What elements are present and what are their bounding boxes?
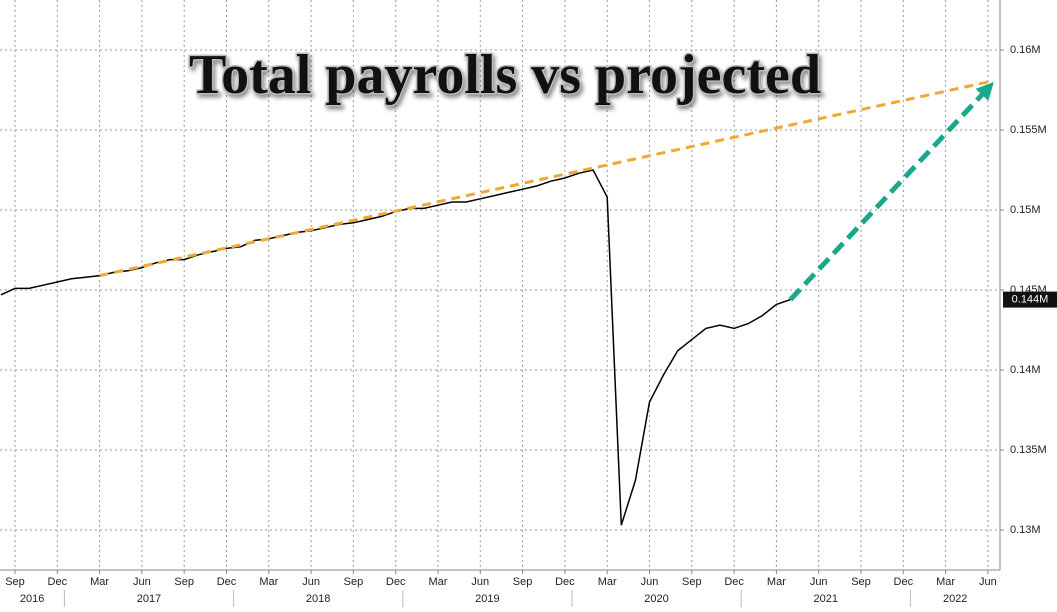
year-label: 2022 <box>943 593 967 605</box>
grid <box>0 0 1000 570</box>
x-tick-label: Dec <box>217 576 237 588</box>
y-tick-label: 0.15M <box>1010 204 1041 216</box>
x-tick-label: Jun <box>302 576 320 588</box>
chart-title: Total payrolls vs projected <box>189 44 821 106</box>
projection-line <box>788 82 994 302</box>
x-tick-label: Mar <box>259 576 278 588</box>
last-value-box <box>1003 291 1057 308</box>
x-tick-label: Mar <box>936 576 955 588</box>
x-tick-label: Jun <box>471 576 489 588</box>
x-tick-label: Mar <box>90 576 109 588</box>
last-value-label: 0.144M <box>1012 294 1049 306</box>
year-label: 2018 <box>306 593 330 605</box>
y-tick-label: 0.13M <box>1010 524 1041 536</box>
x-tick-label: Sep <box>513 576 533 588</box>
x-tick-label: Jun <box>641 576 659 588</box>
year-label: 2019 <box>475 593 499 605</box>
year-label: 2021 <box>814 593 838 605</box>
plot <box>0 80 994 526</box>
x-tick-label: Sep <box>851 576 871 588</box>
x-tick-label: Dec <box>48 576 68 588</box>
y-tick-label: 0.16M <box>1010 44 1041 56</box>
x-tick-label: Mar <box>429 576 448 588</box>
year-label: 2016 <box>20 593 44 605</box>
x-tick-label: Sep <box>5 576 25 588</box>
year-label: 2020 <box>644 593 668 605</box>
x-tick-label: Dec <box>724 576 744 588</box>
x-tick-label: Sep <box>682 576 702 588</box>
y-tick-label: 0.155M <box>1010 124 1047 136</box>
projection-line <box>99 80 989 278</box>
y-tick-label: 0.135M <box>1010 444 1047 456</box>
x-tick-label: Mar <box>767 576 786 588</box>
x-tick-label: Sep <box>344 576 364 588</box>
x-tick-label: Mar <box>598 576 617 588</box>
x-tick-label: Dec <box>894 576 914 588</box>
x-tick-label: Jun <box>979 576 997 588</box>
x-tick-label: Dec <box>386 576 406 588</box>
x-tick-label: Jun <box>133 576 151 588</box>
y-tick-label: 0.14M <box>1010 364 1041 376</box>
x-tick-label: Dec <box>555 576 575 588</box>
x-tick-label: Jun <box>810 576 828 588</box>
year-label: 2017 <box>137 593 161 605</box>
x-tick-label: Sep <box>174 576 194 588</box>
